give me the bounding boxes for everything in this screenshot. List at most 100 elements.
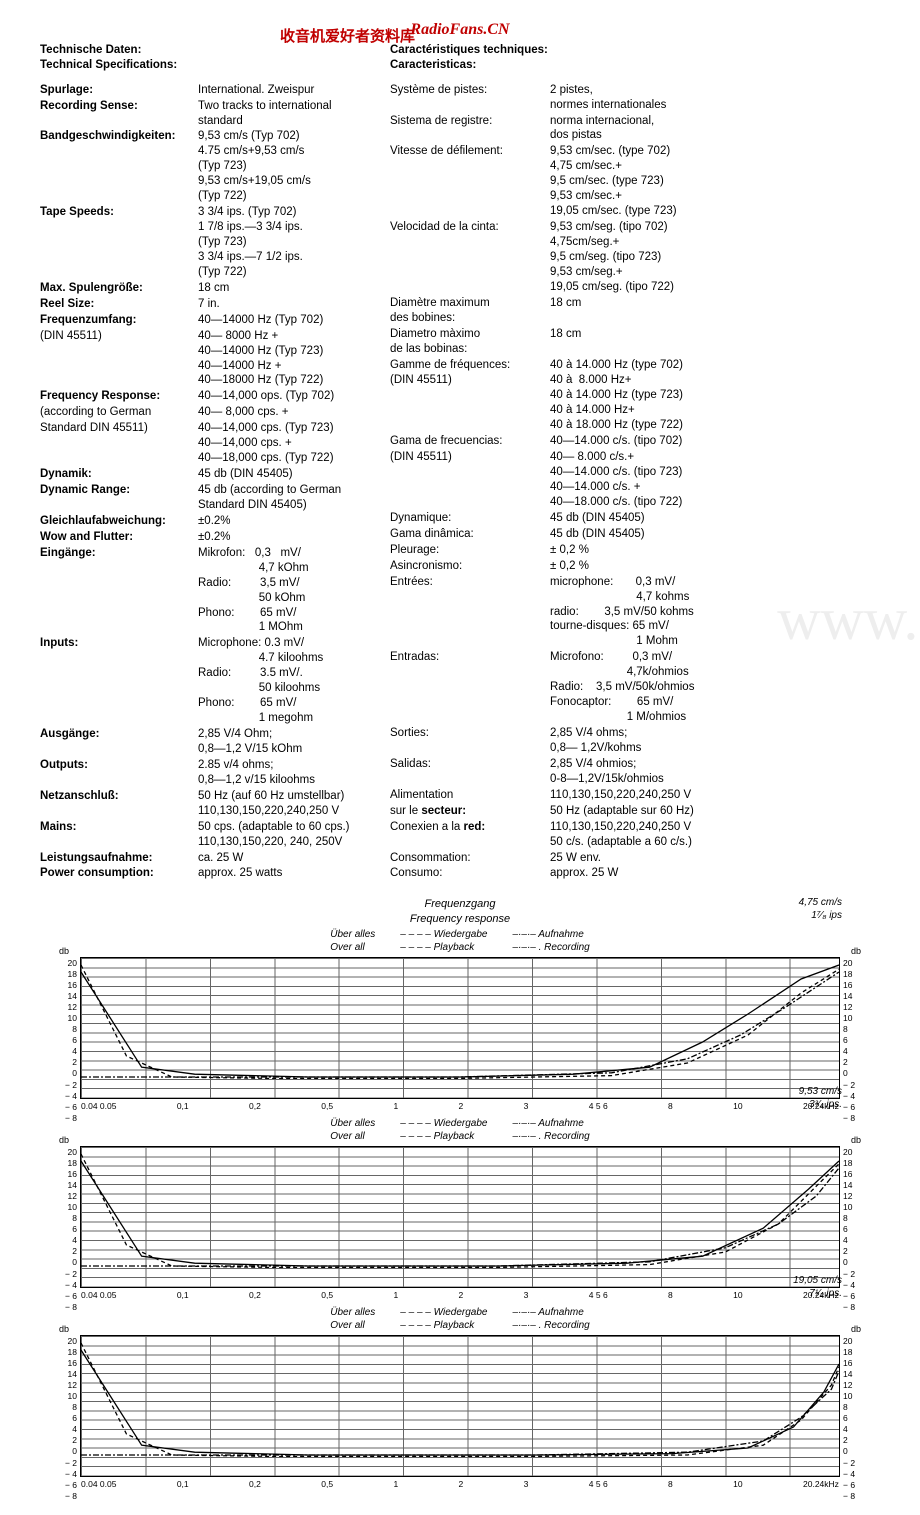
curve-recording (81, 972, 839, 1077)
spec-row: Consommation:25 W env. (390, 851, 880, 866)
spec-row: Vitesse de défilement:9,53 cm/sec. (type… (390, 144, 880, 219)
db-label: db (59, 1324, 69, 1336)
spec-value: Mikrofon: 0,3 mV/ 4,7 kOhm Radio: 3,5 mV… (198, 546, 380, 636)
spec-label: Sorties: (390, 726, 550, 756)
spec-row: Outputs:2.85 v/4 ohms; 0,8—1,2 v/15 kilo… (40, 758, 380, 788)
spec-label: Gamme de fréquences: (390, 358, 550, 373)
chart-curves (81, 1147, 839, 1287)
db-label: db (59, 1135, 69, 1147)
y-axis-right: 20181614121086420− 2− 4− 6− 8 (843, 958, 861, 1098)
curve-overall (81, 1350, 839, 1455)
spec-value: 9,53 cm/s (Typ 702) 4.75 cm/s+9,53 cm/s … (198, 129, 380, 204)
legend-item: – – – – Wiedergabe – – – – Playback (400, 1117, 487, 1143)
watermark-en: RadioFans.CN (40, 20, 880, 41)
spec-label: Spurlage: (40, 83, 198, 98)
spec-row: (DIN 45511)40— 8.000 c/s.+ 40—14.000 c/s… (390, 450, 880, 510)
db-label: db (59, 946, 69, 958)
spec-value: ± 0,2 % (550, 559, 880, 574)
spec-row: Spurlage:International. Zweispur (40, 83, 380, 98)
spec-label: (DIN 45511) (390, 373, 550, 433)
spec-row: Frequency Response:40—14,000 ops. (Typ 7… (40, 389, 380, 404)
spec-value: norma internacional, dos pistas (550, 114, 880, 144)
spec-row: (DIN 45511)40 à 8.000 Hz+ 40 à 14.000 Hz… (390, 373, 880, 433)
spec-label: Inputs: (40, 636, 198, 726)
chart-curves (81, 1336, 839, 1476)
spec-label: Salidas: (390, 757, 550, 787)
y-axis-left: 20181614121086420− 2− 4− 6− 8 (59, 1147, 77, 1287)
spec-columns: Spurlage:International. ZweispurRecordin… (40, 83, 880, 883)
spec-row: Reel Size:7 in. (40, 297, 380, 312)
spec-value: 2,85 V/4 ohms; 0,8— 1,2V/kohms (550, 726, 880, 756)
spec-value: ± 0,2 % (550, 543, 880, 558)
spec-label: Recording Sense: (40, 99, 198, 129)
chart-legend: Über alles Over all– – – – Wiedergabe – … (80, 1306, 840, 1332)
spec-value: 2,85 V/4 Ohm; 0,8—1,2 V/15 kOhm (198, 727, 380, 757)
spec-value: 2,85 V/4 ohmios; 0-8—1,2V/15k/ohmios (550, 757, 880, 787)
chart-curves (81, 958, 839, 1098)
spec-row: Bandgeschwindigkeiten:9,53 cm/s (Typ 702… (40, 129, 380, 204)
chart-speed-label: 9,53 cm/s 3³⁄₄ ips. (799, 1085, 842, 1111)
spec-value: 40— 8000 Hz + 40—14000 Hz (Typ 723) 40—1… (198, 329, 380, 389)
curve-recording (81, 1371, 839, 1455)
legend-item: – – – – Wiedergabe – – – – Playback (400, 1306, 487, 1332)
legend-item: –·–·– Aufnahme –·–·– . Recording (512, 1306, 589, 1332)
charts-section: Frequenzgang Frequency responseÜber alle… (40, 897, 880, 1477)
spec-value: 18 cm (550, 296, 880, 326)
legend-item: Über alles Over all (330, 1117, 375, 1143)
spec-value: 50 cps. (adaptable to 60 cps.) 110,130,1… (198, 820, 380, 850)
spec-value: 7 in. (198, 297, 380, 312)
spec-row: (DIN 45511)40— 8000 Hz + 40—14000 Hz (Ty… (40, 329, 380, 389)
spec-value: 50 Hz (auf 60 Hz umstellbar) 110,130,150… (198, 789, 380, 819)
spec-row: Netzanschluß:50 Hz (auf 60 Hz umstellbar… (40, 789, 380, 819)
curve-overall (81, 1161, 839, 1266)
legend-item: – – – – Wiedergabe – – – – Playback (400, 928, 487, 954)
spec-label: Entradas: (390, 650, 550, 725)
chart-legend: Über alles Over all – – – – Wiedergabe – … (80, 1117, 840, 1143)
spec-value: 45 db (DIN 45405) (550, 527, 880, 542)
spec-label: Conexien a la red: (390, 820, 550, 850)
spec-row: Entrées:microphone: 0,3 mV/ 4,7 kohms ra… (390, 575, 880, 650)
spec-label: Diametro màximo de las bobinas: (390, 327, 550, 357)
title-fr: Caractéristiques techniques: (390, 43, 880, 58)
spec-row: Leistungsaufnahme:ca. 25 W (40, 851, 380, 866)
watermark-cn: 收音机爱好者资料库 (280, 27, 415, 47)
spec-row: Ausgänge:2,85 V/4 Ohm; 0,8—1,2 V/15 kOhm (40, 727, 380, 757)
spec-label: Alimentation (390, 788, 550, 803)
curve-playback (81, 1154, 839, 1267)
spec-row: Standard DIN 45511)40—14,000 cps. (Typ 7… (40, 421, 380, 466)
spec-value: ca. 25 W (198, 851, 380, 866)
spec-label: Asincronismo: (390, 559, 550, 574)
spec-label: Gama de frecuencias: (390, 434, 550, 449)
spec-label: Power consumption: (40, 866, 198, 881)
spec-label: Entrées: (390, 575, 550, 650)
spec-label: Standard DIN 45511) (40, 421, 198, 466)
x-axis: 0.04 0.050,10,20,51234 5 681020.24kHz (81, 1479, 839, 1490)
spec-row: Power consumption:approx. 25 watts (40, 866, 380, 881)
spec-row: Système de pistes:2 pistes, normes inter… (390, 83, 880, 113)
frequency-chart: 20181614121086420− 2− 4− 6− 820181614121… (80, 1335, 840, 1477)
spec-label: sur le secteur: (390, 804, 550, 819)
spec-label: Velocidad de la cinta: (390, 220, 550, 295)
spec-value: 45 db (DIN 45405) (198, 467, 380, 482)
spec-value: 40—14,000 cps. (Typ 723) 40—14,000 cps. … (198, 421, 380, 466)
spec-label: Diamètre maximum des bobines: (390, 296, 550, 326)
spec-value: 40 à 14.000 Hz (type 702) (550, 358, 880, 373)
spec-row: Dynamique:45 db (DIN 45405) (390, 511, 880, 526)
curve-recording (81, 1168, 839, 1266)
spec-label: Dynamique: (390, 511, 550, 526)
spec-label: Leistungsaufnahme: (40, 851, 198, 866)
spec-value: 110,130,150,220,240,250 V (550, 788, 880, 803)
spec-value: 25 W env. (550, 851, 880, 866)
spec-row: Max. Spulengröße:18 cm (40, 281, 380, 296)
spec-value: approx. 25 W (550, 866, 880, 881)
curve-overall (81, 965, 839, 1077)
spec-value: ±0.2% (198, 530, 380, 545)
spec-value: 110,130,150,220,240,250 V 50 c/s. (adapt… (550, 820, 880, 850)
spec-value: Microfono: 0,3 mV/ 4,7k/ohmios Radio: 3,… (550, 650, 880, 725)
spec-value: 2.85 v/4 ohms; 0,8—1,2 v/15 kiloohms (198, 758, 380, 788)
spec-label: Système de pistes: (390, 83, 550, 113)
spec-label: (according to German (40, 405, 198, 420)
left-column: Spurlage:International. ZweispurRecordin… (40, 83, 380, 883)
title-en: Technical Specifications: (40, 58, 390, 73)
spec-label: Gama dinâmica: (390, 527, 550, 542)
